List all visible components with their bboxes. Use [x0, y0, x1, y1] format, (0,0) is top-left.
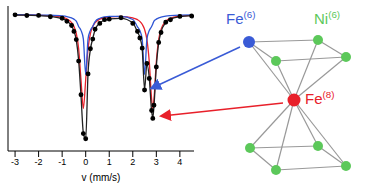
svg-text:0: 0: [83, 157, 88, 167]
svg-text:3: 3: [154, 157, 159, 167]
svg-text:-3: -3: [11, 157, 19, 167]
svg-text:Fe(8): Fe(8): [305, 89, 334, 107]
svg-text:v (mm/s): v (mm/s): [82, 172, 121, 183]
svg-text:2: 2: [130, 157, 135, 167]
svg-text:Ni(6): Ni(6): [314, 9, 340, 27]
svg-text:Fe(6): Fe(6): [226, 9, 255, 27]
svg-text:-1: -1: [58, 157, 66, 167]
svg-text:1: 1: [107, 157, 112, 167]
svg-text:4: 4: [177, 157, 182, 167]
svg-text:-2: -2: [35, 157, 43, 167]
